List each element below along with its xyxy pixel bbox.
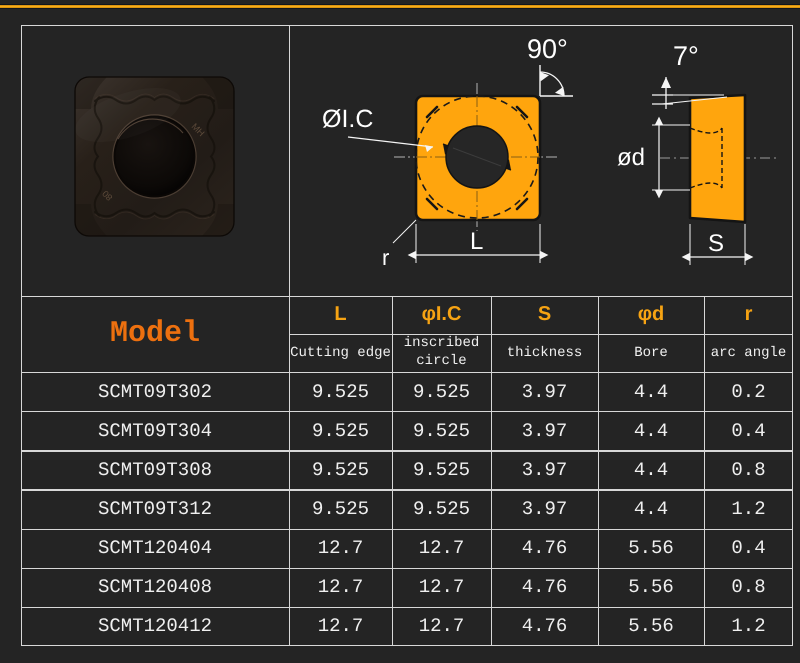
svg-text:S: S	[708, 230, 724, 257]
svg-text:7°: 7°	[673, 41, 699, 71]
svg-text:ød: ød	[617, 144, 645, 171]
svg-text:90°: 90°	[527, 34, 568, 64]
svg-text:r: r	[382, 245, 389, 270]
svg-text:ØI.C: ØI.C	[322, 105, 373, 133]
svg-text:L: L	[470, 228, 483, 255]
